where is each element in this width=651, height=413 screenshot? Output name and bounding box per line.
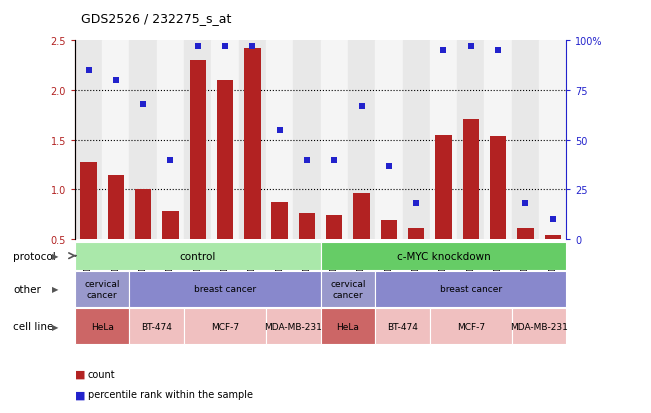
Bar [299,214,315,289]
Text: BT-474: BT-474 [387,322,418,331]
Bar [381,221,397,289]
Bar [539,41,566,240]
Text: MCF-7: MCF-7 [457,322,485,331]
Bar [375,309,430,344]
Text: ■: ■ [75,389,85,399]
Bar [320,41,348,240]
Point [220,44,230,50]
Point [329,157,339,164]
Text: breast cancer: breast cancer [194,285,256,294]
Bar [484,41,512,240]
Bar [512,309,566,344]
Point [383,163,394,169]
Bar [75,309,130,344]
Bar [326,216,342,289]
Bar [271,203,288,289]
Text: cell line: cell line [13,321,53,331]
Bar [239,41,266,240]
Bar [375,41,402,240]
Point [547,216,558,223]
Bar [184,309,266,344]
Bar [430,41,457,240]
Bar [217,81,233,289]
Bar [544,235,561,289]
Point [438,48,449,55]
Bar [107,175,124,289]
Point [83,68,94,74]
Bar [80,162,97,289]
Point [275,127,285,134]
Point [356,103,367,110]
Text: HeLa: HeLa [90,322,114,331]
Bar [353,194,370,289]
Text: ▶: ▶ [52,322,59,331]
Bar [102,41,130,240]
Point [520,201,531,207]
Text: percentile rank within the sample: percentile rank within the sample [88,389,253,399]
Bar [402,41,430,240]
Point [411,201,421,207]
Bar [320,271,375,307]
Bar [189,61,206,289]
Text: MDA-MB-231: MDA-MB-231 [510,322,568,331]
Text: protocol: protocol [13,251,56,261]
Text: control: control [180,251,216,261]
Text: MCF-7: MCF-7 [211,322,239,331]
Bar [75,271,130,307]
Text: ▶: ▶ [52,252,59,261]
Bar [162,212,178,289]
Bar [130,309,184,344]
Text: ■: ■ [75,369,85,379]
Bar [457,41,484,240]
Bar [320,242,566,270]
Text: other: other [13,284,41,294]
Bar [320,309,375,344]
Bar [517,229,534,289]
Text: GDS2526 / 232275_s_at: GDS2526 / 232275_s_at [81,12,232,25]
Text: HeLa: HeLa [337,322,359,331]
Text: cervical
cancer: cervical cancer [85,280,120,299]
Bar [375,271,566,307]
Bar [184,41,212,240]
Point [193,44,203,50]
Bar [130,271,320,307]
Bar [408,229,424,289]
Bar [135,190,151,289]
Bar [430,309,512,344]
Text: MDA-MB-231: MDA-MB-231 [264,322,322,331]
Bar [436,135,452,289]
Text: c-MYC knockdown: c-MYC knockdown [396,251,490,261]
Text: ▶: ▶ [52,285,59,294]
Bar [490,136,506,289]
Bar [463,120,479,289]
Point [111,78,121,84]
Bar [75,41,102,240]
Bar [157,41,184,240]
Point [247,44,258,50]
Bar [266,309,320,344]
Point [138,102,148,108]
Bar [512,41,539,240]
Text: BT-474: BT-474 [141,322,173,331]
Point [465,44,476,50]
Bar [266,41,294,240]
Bar [130,41,157,240]
Bar [75,242,320,270]
Bar [348,41,375,240]
Point [302,157,312,164]
Text: cervical
cancer: cervical cancer [330,280,366,299]
Bar [294,41,320,240]
Bar [244,49,260,289]
Text: count: count [88,369,115,379]
Text: breast cancer: breast cancer [439,285,502,294]
Point [165,157,176,164]
Point [493,48,503,55]
Bar [212,41,239,240]
